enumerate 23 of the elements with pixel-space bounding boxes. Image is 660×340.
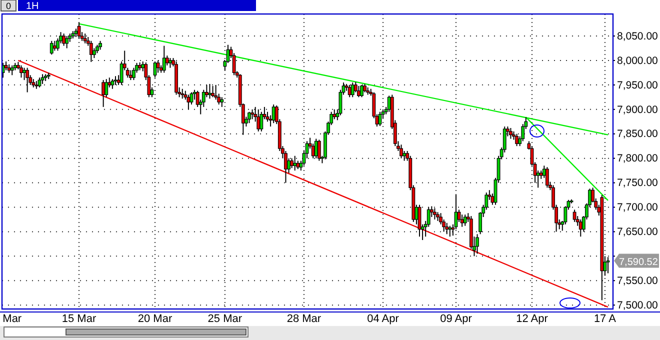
y-tick-label: 7,700.00: [617, 202, 658, 214]
x-tick-label: Mar: [2, 312, 22, 325]
text: 7,590.52: [619, 256, 658, 268]
y-tick-label: 7,550.00: [617, 274, 658, 287]
x-tick-label: 28 Mar: [286, 312, 322, 325]
chart-title: 1H: [26, 1, 39, 12]
x-tick-label: 12 Apr: [516, 312, 548, 325]
y-tick-label: 7,900.00: [617, 104, 658, 116]
y-tick-label: 7,850.00: [617, 128, 658, 140]
x-tick-label: 20 Mar: [138, 312, 172, 325]
y-tick-label: 8,050.00: [617, 30, 658, 42]
y-tick-label: 7,750.00: [617, 177, 658, 190]
y-tick-label: 7,800.00: [617, 152, 658, 165]
y-tick-label: 7,950.00: [617, 79, 658, 92]
button: 0: [0, 0, 16, 12]
y-tick-label: 7,650.00: [617, 226, 658, 238]
x-tick-label: 04 Apr: [367, 312, 400, 325]
x-tick-label: 17 A: [594, 312, 617, 325]
x-tick-label: 09 Apr: [440, 312, 472, 325]
y-tick-label: 8,000.00: [617, 54, 658, 67]
x-tick-label: 25 Mar: [208, 312, 242, 325]
y-tick-label: 7,500.00: [617, 299, 658, 312]
x-tick-label: 15 Mar: [62, 312, 96, 325]
